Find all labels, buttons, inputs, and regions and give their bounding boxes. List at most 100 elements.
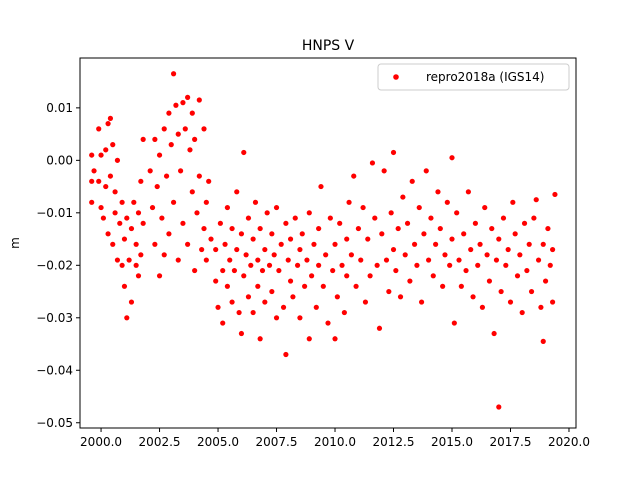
data-point	[180, 100, 186, 106]
data-point	[259, 267, 266, 274]
data-point	[334, 294, 340, 300]
legend-box	[377, 63, 570, 91]
data-point	[98, 152, 104, 158]
data-point	[203, 199, 209, 205]
data-point	[507, 299, 514, 305]
data-point	[409, 178, 415, 184]
data-point	[196, 173, 202, 179]
legend-marker	[393, 74, 399, 80]
data-point	[271, 252, 277, 258]
data-point	[128, 225, 135, 232]
data-point	[435, 189, 441, 195]
x-tick-label: 2005.0	[197, 435, 239, 449]
data-point	[89, 152, 95, 158]
data-point	[348, 252, 354, 258]
data-point	[252, 199, 259, 205]
data-point	[187, 147, 193, 153]
data-point	[292, 215, 298, 221]
data-point	[163, 173, 170, 179]
data-point	[533, 197, 539, 203]
data-point	[112, 210, 118, 216]
chart-title: HNPS V	[302, 38, 355, 54]
data-point	[283, 220, 289, 226]
data-point	[161, 126, 167, 132]
data-point	[447, 262, 453, 268]
data-point	[486, 278, 493, 284]
data-point	[470, 294, 476, 300]
data-point	[316, 262, 322, 268]
data-point	[367, 273, 373, 279]
data-point	[257, 336, 263, 342]
data-point	[287, 278, 294, 284]
data-point	[273, 204, 280, 211]
data-point	[400, 194, 406, 200]
data-point	[280, 304, 287, 310]
data-point	[423, 168, 429, 174]
data-point	[170, 71, 177, 77]
x-tick-label: 2000.0	[80, 435, 122, 449]
data-point	[500, 215, 507, 221]
data-point	[461, 231, 467, 237]
data-point	[360, 204, 366, 211]
data-point	[185, 241, 191, 247]
data-point	[161, 252, 167, 258]
data-point	[313, 304, 319, 310]
data-point	[201, 126, 207, 132]
data-point	[498, 288, 504, 295]
data-point	[133, 262, 139, 268]
data-point	[540, 338, 546, 344]
data-point	[238, 330, 245, 337]
data-point	[234, 246, 240, 253]
data-point	[484, 252, 490, 258]
data-point	[451, 320, 457, 326]
data-point	[407, 278, 413, 284]
data-point	[477, 241, 483, 247]
data-point	[426, 257, 432, 263]
plot-area	[80, 58, 576, 428]
data-point	[402, 252, 408, 258]
data-point	[257, 225, 263, 232]
data-point	[241, 149, 247, 156]
data-point	[287, 236, 294, 242]
data-point	[98, 204, 104, 211]
data-point	[173, 102, 179, 108]
data-point	[442, 252, 448, 258]
data-point	[299, 231, 305, 237]
data-point	[416, 204, 422, 211]
data-point	[444, 199, 450, 205]
data-point	[266, 262, 273, 268]
data-point	[91, 168, 97, 174]
data-point	[250, 309, 256, 316]
data-point	[311, 241, 317, 247]
data-point	[213, 246, 219, 253]
data-point	[168, 142, 174, 148]
data-point	[383, 257, 390, 263]
data-point	[175, 257, 181, 263]
data-point	[229, 225, 235, 232]
data-point	[332, 336, 338, 342]
data-point	[411, 241, 418, 247]
y-tick-label: −0.05	[36, 416, 73, 430]
x-tick-label: 2017.5	[489, 435, 531, 449]
data-point	[503, 262, 509, 268]
data-point	[330, 267, 336, 274]
data-point	[89, 199, 95, 205]
data-point	[496, 404, 502, 410]
data-point	[421, 231, 427, 237]
y-tick-label: 0.01	[46, 101, 73, 115]
data-point	[117, 220, 123, 226]
data-point	[224, 283, 230, 289]
data-point	[166, 110, 172, 116]
data-point	[510, 199, 516, 205]
data-point	[297, 246, 303, 253]
data-point	[540, 241, 546, 247]
data-point	[208, 236, 214, 242]
data-point	[440, 283, 446, 289]
data-point	[110, 241, 116, 247]
data-point	[468, 246, 474, 253]
data-point	[273, 315, 280, 321]
data-point	[302, 283, 308, 289]
data-point	[241, 273, 247, 279]
data-point	[154, 183, 160, 190]
data-point	[433, 241, 439, 247]
